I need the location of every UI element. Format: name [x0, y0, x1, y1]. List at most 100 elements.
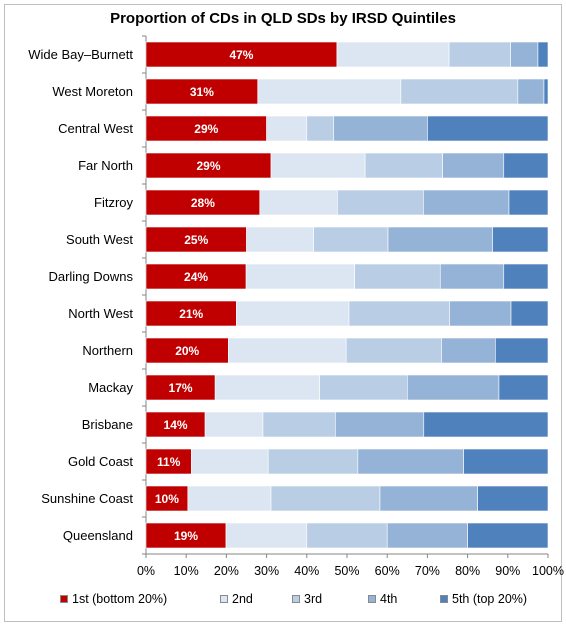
bar-segment-1 — [145, 263, 247, 290]
bar-segment-4 — [423, 189, 510, 216]
bar-segment-5 — [510, 300, 549, 327]
bar-segment-1 — [145, 522, 227, 549]
bar-segment-4 — [386, 522, 468, 549]
bar-segment-4 — [379, 485, 478, 512]
bar-data-label: 14% — [164, 418, 188, 432]
bar-segment-2 — [246, 226, 314, 253]
bar-segment-1 — [145, 115, 267, 142]
x-tick-label: 60% — [375, 564, 400, 578]
bar-segment-2 — [228, 337, 347, 364]
category-label: Central West — [58, 121, 133, 136]
category-label: Gold Coast — [68, 454, 133, 469]
bar-segment-3 — [306, 115, 335, 142]
bar-segment-3 — [348, 300, 450, 327]
bar-segment-3 — [319, 374, 408, 401]
bar-segment-1 — [145, 485, 189, 512]
bar-data-label: 31% — [190, 85, 214, 99]
x-tick-label: 20% — [214, 564, 239, 578]
legend-item: 3rd — [292, 592, 322, 606]
bar-segment-5 — [463, 448, 549, 475]
x-tick-label: 80% — [455, 564, 480, 578]
x-tick-label: 30% — [254, 564, 279, 578]
bar-segment-2 — [336, 41, 450, 68]
legend-swatch — [220, 595, 228, 603]
bar-segment-4 — [510, 41, 539, 68]
bar-segment-1 — [145, 226, 247, 253]
bar-segment-2 — [257, 78, 402, 105]
legend-label: 3rd — [304, 592, 323, 606]
category-label: Wide Bay–Burnett — [28, 47, 133, 62]
category-label: Darling Downs — [48, 269, 133, 284]
category-label: South West — [66, 232, 133, 247]
bar-segment-1 — [145, 374, 216, 401]
bar-segment-4 — [387, 226, 493, 253]
bar-segment-3 — [345, 337, 442, 364]
bar-segment-3 — [306, 522, 388, 549]
bar-segment-1 — [145, 41, 338, 68]
bar-data-label: 19% — [174, 529, 198, 543]
bar-segment-5 — [467, 522, 549, 549]
legend-label: 4th — [380, 592, 398, 606]
legend-label: 2nd — [232, 592, 253, 606]
bar-segment-3 — [337, 189, 424, 216]
bar-segment-3 — [267, 448, 359, 475]
bar-segment-5 — [543, 78, 549, 105]
bar-segment-4 — [357, 448, 464, 475]
legend-swatch — [368, 595, 376, 603]
bar-data-label: 28% — [191, 196, 215, 210]
bar-segment-4 — [449, 300, 512, 327]
x-tick-label: 10% — [174, 564, 199, 578]
legend-item: 2nd — [220, 592, 253, 606]
category-label: Fitzroy — [94, 195, 134, 210]
category-label: Northern — [82, 343, 133, 358]
bar-segment-2 — [204, 411, 264, 438]
bar-segment-2 — [187, 485, 272, 512]
legend-label: 5th (top 20%) — [452, 592, 528, 606]
x-tick-label: 70% — [415, 564, 440, 578]
x-tick-label: 40% — [294, 564, 319, 578]
legend-item: 5th (top 20%) — [440, 592, 527, 606]
bar-segment-1 — [145, 300, 237, 327]
bar-segment-2 — [270, 152, 366, 179]
bar-data-label: 24% — [184, 270, 208, 284]
bar-data-label: 17% — [169, 381, 193, 395]
bar-segment-2 — [191, 448, 269, 475]
bar-segment-3 — [354, 263, 441, 290]
bar-segment-2 — [236, 300, 350, 327]
bar-segment-2 — [266, 115, 308, 142]
category-label: North West — [68, 306, 133, 321]
bar-segment-5 — [492, 226, 549, 253]
legend-label: 1st (bottom 20%) — [72, 592, 168, 606]
bar-data-label: 25% — [184, 233, 208, 247]
bar-segment-4 — [441, 337, 496, 364]
legend-swatch — [440, 595, 448, 603]
legend-swatch — [60, 595, 68, 603]
x-tick-label: 0% — [137, 564, 155, 578]
bar-segment-3 — [313, 226, 389, 253]
bar-segment-4 — [335, 411, 425, 438]
bar-segment-1 — [145, 152, 272, 179]
category-label: Far North — [78, 158, 133, 173]
legend-item: 4th — [368, 592, 397, 606]
category-label: Sunshine Coast — [41, 491, 133, 506]
bar-segment-4 — [333, 115, 428, 142]
x-tick-label: 100% — [532, 564, 564, 578]
x-tick-label: 90% — [495, 564, 520, 578]
bar-segment-3 — [270, 485, 381, 512]
bar-data-label: 20% — [175, 344, 199, 358]
bar-data-label: 47% — [229, 48, 253, 62]
bar-segment-5 — [503, 263, 549, 290]
bar-segment-5 — [503, 152, 549, 179]
legend-item: 1st (bottom 20%) — [60, 592, 167, 606]
bar-segment-5 — [423, 411, 549, 438]
category-label: Queensland — [63, 528, 133, 543]
bar-segment-5 — [498, 374, 549, 401]
bar-segment-4 — [442, 152, 505, 179]
bar-segment-4 — [406, 374, 500, 401]
bar-segment-1 — [145, 189, 261, 216]
chart-title: Proportion of CDs in QLD SDs by IRSD Qui… — [110, 10, 456, 27]
bar-segment-5 — [508, 189, 549, 216]
bar-data-label: 29% — [196, 159, 220, 173]
bar-segment-2 — [259, 189, 338, 216]
bar-segment-3 — [364, 152, 443, 179]
